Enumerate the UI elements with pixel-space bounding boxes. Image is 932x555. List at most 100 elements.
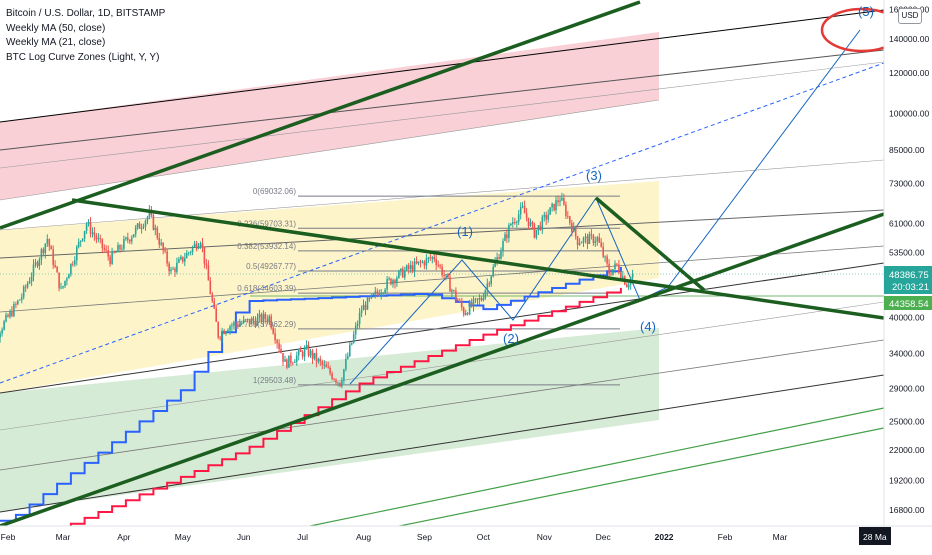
candle-body [519, 207, 522, 215]
candle-body [478, 298, 481, 300]
candle-body [121, 248, 123, 250]
candle-body [64, 280, 66, 286]
candle-body [590, 234, 593, 236]
candle-body [555, 200, 557, 211]
candle-body [11, 311, 13, 316]
legend-title[interactable]: Bitcoin / U.S. Dollar, 1D, BITSTAMP [6, 8, 166, 19]
candle-body [164, 250, 166, 252]
candle-body [553, 203, 555, 211]
candle-body [217, 321, 219, 338]
candle-body [431, 257, 434, 259]
candle-body [502, 241, 504, 252]
candle-body [380, 293, 382, 296]
candle-body [184, 258, 186, 262]
fib-level-label: 0(69032.06) [253, 187, 296, 196]
candle-body [616, 263, 618, 265]
price-axis-tick: 29000.00 [889, 384, 925, 394]
candle-body [81, 238, 84, 241]
candle-body [506, 234, 508, 238]
candle-body [288, 355, 290, 368]
candle-body [571, 223, 573, 232]
price-tag-level: 44358.54 [884, 296, 932, 310]
candle-body [207, 265, 210, 281]
candle-body [174, 268, 176, 272]
log-curve-line [309, 407, 884, 526]
time-axis[interactable]: Feb Mar Apr May Jun Jul Aug Sep Oct Nov Dec 2022 Feb… [1, 527, 891, 545]
price-axis-tick: 73000.00 [889, 179, 925, 189]
candle-body [392, 280, 394, 285]
candle-body [134, 227, 137, 235]
candle-body [468, 302, 471, 315]
candle-body [144, 220, 147, 227]
candle-body [311, 350, 314, 359]
candle-body [368, 297, 371, 299]
candle-body [205, 263, 208, 266]
legend-ma50[interactable]: Weekly MA (50, close) [6, 22, 106, 34]
candle-body [9, 311, 11, 317]
candle-body [541, 216, 544, 230]
legend-ma21[interactable]: Weekly MA (21, close) [6, 37, 106, 48]
candle-body [105, 249, 107, 251]
candle-body [260, 314, 263, 322]
candle-body [166, 251, 168, 264]
legend-log-curve-zones[interactable]: BTC Log Curve Zones (Light, Y, Y) [6, 51, 160, 63]
candle-body [384, 289, 386, 293]
candle-body [449, 277, 451, 292]
candle-body [129, 240, 131, 242]
candle-body [580, 242, 583, 244]
candle-body [484, 290, 487, 299]
candle-body [490, 276, 492, 285]
candle-body [297, 350, 300, 356]
candle-body [227, 330, 229, 332]
candle-body [72, 263, 74, 265]
time-axis-tick: Nov [537, 532, 553, 542]
price-tag-level-value: 44358.54 [889, 299, 929, 310]
log-curve-line [0, 245, 884, 313]
candle-body [125, 237, 127, 239]
candle-body [309, 350, 312, 356]
candle-body [85, 224, 88, 231]
candle-body [87, 222, 90, 225]
candle-body [561, 197, 563, 201]
candle-body [32, 264, 35, 277]
candle-body [349, 344, 351, 356]
candle-body [435, 259, 437, 265]
candle-body [93, 232, 96, 236]
candle-body [421, 261, 424, 263]
candle-body [115, 252, 117, 253]
candle-body [123, 239, 125, 249]
candle-body [170, 269, 172, 272]
candle-body [356, 324, 359, 326]
candle-body [415, 261, 418, 264]
candle-body [523, 206, 526, 214]
candle-body [341, 380, 343, 387]
candle-body [321, 361, 324, 365]
candle-body [335, 379, 337, 383]
candle-body [191, 246, 194, 252]
candle-body [586, 236, 589, 244]
candle-body [221, 330, 223, 338]
candle-body [423, 261, 426, 266]
currency-button[interactable]: USD [898, 8, 922, 24]
candle-body [445, 274, 447, 276]
candle-body [486, 283, 489, 291]
candle-body [565, 204, 567, 216]
candle-body [315, 352, 318, 362]
time-axis-tick: Feb [718, 532, 733, 542]
time-axis-tick: Mar [773, 532, 788, 542]
candle-body [474, 298, 477, 300]
candle-body [578, 243, 581, 245]
time-axis-tick: Aug [356, 532, 371, 542]
candle-body [187, 252, 190, 254]
candle-body [299, 350, 302, 352]
candle-body [437, 265, 439, 266]
candle-body [148, 210, 151, 217]
candle-body [40, 249, 43, 260]
candle-body [443, 275, 445, 276]
candle-body [584, 236, 587, 238]
price-tag-countdown: 20:03:21 [892, 282, 929, 293]
price-axis[interactable]: 160000.00140000.00120000.00100000.008500… [889, 4, 929, 515]
chart-legend: Bitcoin / U.S. Dollar, 1D, BITSTAMP Week… [6, 7, 165, 65]
candle-body [400, 268, 402, 271]
